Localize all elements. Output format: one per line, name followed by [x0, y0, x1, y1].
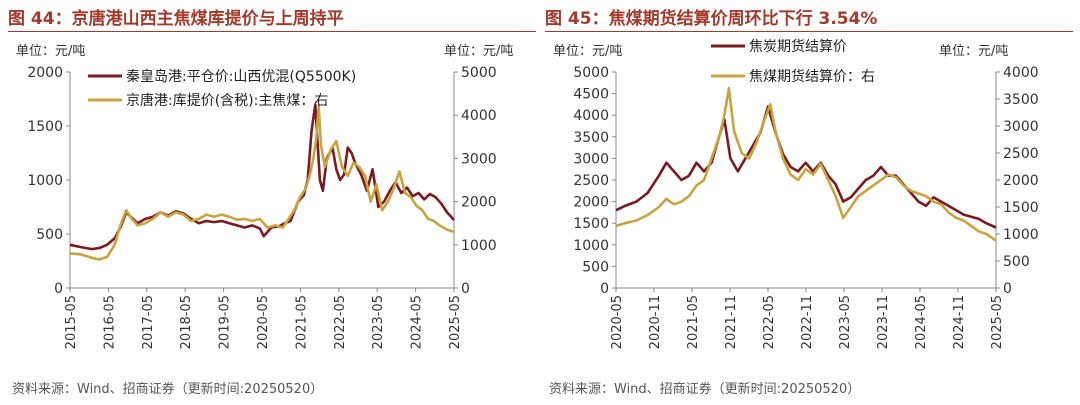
x-tick-label: 2019-05 [218, 295, 233, 349]
x-tick-label: 2021-05 [686, 295, 701, 349]
y-right-tick-label: 3000 [461, 151, 497, 167]
x-tick-label: 2023-11 [876, 295, 891, 349]
x-tick-label: 2024-05 [410, 295, 425, 349]
y-left-tick-label: 0 [54, 281, 63, 297]
x-tick-label: 2020-05 [610, 295, 625, 349]
x-tick-label: 2020-05 [256, 295, 271, 349]
title-rule-left [8, 31, 536, 32]
y-right-tick-label: 1500 [1003, 200, 1039, 216]
x-tick-label: 2025-05 [990, 295, 1005, 349]
legend-label-2: 焦煤期货结算价：右 [749, 68, 875, 85]
x-tick-label: 2018-05 [179, 295, 194, 349]
series-line-1 [615, 105, 997, 229]
x-tick-label: 2022-11 [800, 295, 815, 349]
y-left-tick-label: 4000 [573, 108, 609, 124]
x-tick-label: 2020-11 [648, 295, 663, 349]
y-left-tick-label: 0 [600, 281, 609, 297]
x-tick-label: 2023-05 [371, 295, 386, 349]
y-right-tick-label: 1000 [461, 238, 497, 254]
y-right-tick-label: 5000 [461, 65, 497, 81]
chart-title-left: 图 44：京唐港山西主焦煤库提价与上周持平 [8, 9, 344, 29]
y-right-tick-label: 2000 [1003, 173, 1039, 189]
series-line-2 [69, 105, 455, 261]
source-note-right: 资料来源：Wind、招商证券（更新时间:20250520） [549, 382, 861, 397]
legend-label-1: 秦皇岛港:平仓价:山西优混(Q5500K) [126, 69, 356, 85]
y-left-tick-label: 3500 [573, 130, 609, 146]
y-left-tick-label: 4500 [573, 87, 609, 103]
y-left-tick-label: 500 [582, 259, 609, 275]
chart-panel-left: 图 44：京唐港山西主焦煤库提价与上周持平 单位：元/吨 单位：元/吨 0 500… [8, 0, 540, 405]
x-tick-label: 2016-05 [102, 295, 117, 349]
y-right-tick-label: 2500 [1003, 146, 1039, 162]
y-right-tick-label: 4000 [461, 108, 497, 124]
y-left-tick-label: 1000 [573, 238, 609, 254]
x-tick-label: 2017-05 [141, 295, 156, 349]
y-right-tick-label: 4000 [1003, 65, 1039, 81]
x-tick-label: 2024-05 [914, 295, 929, 349]
y-left-tick-label: 1500 [27, 119, 63, 135]
y-left-tick-label: 3000 [573, 151, 609, 167]
y-left-tick-label: 2000 [27, 65, 63, 81]
chart-panel-right: 图 45：焦煤期货结算价周环比下行 3.54% 单位：元/吨 单位：元/吨 0 5… [545, 0, 1077, 405]
legend-label-2: 京唐港:库提价(含税):主焦煤：右 [126, 92, 328, 109]
y-right-tick-label: 2000 [461, 195, 497, 211]
y-right-tick-label: 500 [1003, 254, 1030, 270]
source-note-left: 资料来源：Wind、招商证券（更新时间:20250520） [12, 382, 324, 397]
y-right-tick-label: 1000 [1003, 227, 1039, 243]
unit-label-left-axis: 单位：元/吨 [16, 44, 86, 59]
unit-label-right-axis: 单位：元/吨 [939, 44, 1009, 59]
chart-plot-right: 0500100015002000250030003500400045005000… [573, 38, 1039, 349]
y-left-tick-label: 1000 [27, 173, 63, 189]
unit-label-right-axis: 单位：元/吨 [444, 44, 514, 59]
y-right-tick-label: 0 [461, 281, 470, 297]
x-tick-label: 2023-05 [838, 295, 853, 349]
x-tick-label: 2021-11 [724, 295, 739, 349]
y-left-tick-label: 1500 [573, 216, 609, 232]
y-left-tick-label: 5000 [573, 65, 609, 81]
x-tick-label: 2015-05 [64, 295, 79, 349]
x-tick-label: 2022-05 [333, 295, 348, 349]
y-left-tick-label: 500 [36, 227, 63, 243]
y-left-tick-label: 2500 [573, 173, 609, 189]
y-left-tick-label: 2000 [573, 195, 609, 211]
unit-label-left-axis: 单位：元/吨 [553, 44, 623, 59]
chart-title-right: 图 45：焦煤期货结算价周环比下行 3.54% [545, 9, 878, 29]
x-tick-label: 2025-05 [448, 295, 463, 349]
x-tick-label: 2024-11 [952, 295, 967, 349]
x-tick-label: 2021-05 [294, 295, 309, 349]
x-tick-label: 2022-05 [762, 295, 777, 349]
legend-label-1: 焦炭期货结算价 [749, 38, 847, 55]
y-right-tick-label: 3500 [1003, 92, 1039, 108]
series-line-2 [615, 86, 997, 242]
y-right-tick-label: 3000 [1003, 119, 1039, 135]
y-right-tick-label: 0 [1003, 281, 1012, 297]
title-rule-right [545, 31, 1073, 32]
chart-plot-left: 0 500 1000 1500 2000 0 1000 2000 3000 4000 5000 201… [27, 65, 497, 349]
